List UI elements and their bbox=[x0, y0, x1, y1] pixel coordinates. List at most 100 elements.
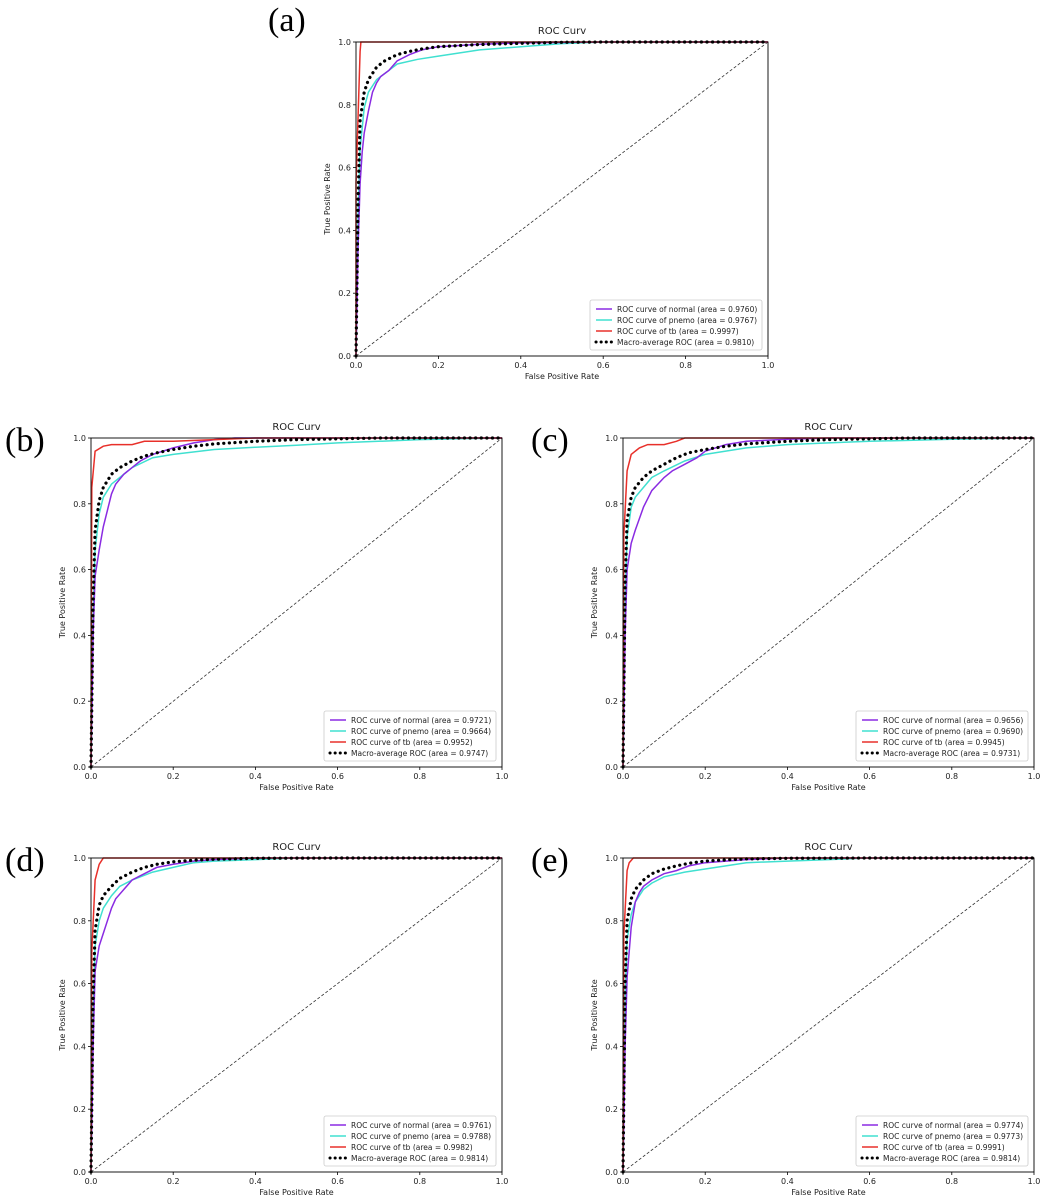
legend-entry: ROC curve of tb (area = 0.9997) bbox=[617, 327, 739, 336]
chance-diagonal bbox=[622, 437, 1035, 768]
panel-label: (d) bbox=[5, 842, 45, 879]
x-tick-label: 0.8 bbox=[679, 361, 692, 370]
x-tick-label: 0.0 bbox=[617, 1177, 630, 1186]
roc-chart: ROC Curv 0.0 0.2 0.4 0.6 0.8 1.0 0.0 0.2 0.4 0.6 0.… bbox=[590, 842, 1041, 1196]
panel-label: (e) bbox=[531, 842, 569, 879]
chart-title: ROC Curv bbox=[272, 422, 320, 433]
legend: ROC curve of normal (area = 0.9721) ROC c… bbox=[323, 710, 497, 762]
series-line-macro bbox=[89, 856, 504, 1174]
y-tick-label: 0.4 bbox=[605, 631, 618, 640]
panel-label: (c) bbox=[531, 422, 569, 459]
x-tick-label: 0.4 bbox=[781, 1177, 794, 1186]
legend-entry: ROC curve of normal (area = 0.9721) bbox=[351, 716, 491, 725]
x-tick-label: 0.8 bbox=[413, 1177, 426, 1186]
chance-diagonal bbox=[90, 857, 503, 1173]
legend-entry: ROC curve of pnemo (area = 0.9690) bbox=[883, 727, 1023, 736]
roc-chart: ROC Curv 0.0 0.2 0.4 0.6 0.8 1.0 0.0 0.2 0.4 0.6 0.… bbox=[323, 26, 775, 380]
y-tick-label: 0.6 bbox=[73, 980, 86, 989]
legend-box bbox=[323, 710, 497, 762]
legend-entry: ROC curve of tb (area = 0.9991) bbox=[883, 1143, 1005, 1152]
legend-entry: ROC curve of tb (area = 0.9952) bbox=[351, 738, 473, 747]
x-tick-label: 0.2 bbox=[699, 1177, 712, 1186]
y-tick-label: 0.8 bbox=[605, 500, 618, 509]
x-tick-label: 0.4 bbox=[514, 361, 527, 370]
plot-frame bbox=[622, 437, 1035, 768]
x-tick-label: 0.8 bbox=[945, 1177, 958, 1186]
chart-title: ROC Curv bbox=[804, 422, 852, 433]
y-tick-label: 0.4 bbox=[73, 631, 86, 640]
y-tick-label: 1.0 bbox=[605, 434, 618, 443]
x-tick-label: 0.6 bbox=[597, 361, 610, 370]
x-tick-label: 0.6 bbox=[863, 772, 876, 781]
y-tick-label: 0.8 bbox=[338, 101, 351, 110]
chance-diagonal bbox=[90, 437, 503, 768]
x-tick-label: 1.0 bbox=[1028, 1177, 1041, 1186]
panel-d: (d) ROC Curv 0.0 0.2 0.4 0.6 0.8 1.0 0.0 0.2 0.4 0… bbox=[0, 820, 526, 1196]
chance-diagonal bbox=[622, 857, 1035, 1173]
x-tick-label: 0.4 bbox=[249, 1177, 262, 1186]
y-tick-label: 0.2 bbox=[605, 1105, 618, 1114]
roc-chart: ROC Curv 0.0 0.2 0.4 0.6 0.8 1.0 0.0 0.2 0.4 0.6 0.… bbox=[58, 422, 509, 792]
y-tick-label: 0.6 bbox=[73, 566, 86, 575]
x-tick-label: 0.0 bbox=[617, 772, 630, 781]
legend-entry: Macro-average ROC (area = 0.9731) bbox=[883, 749, 1020, 758]
series-line-normal bbox=[622, 437, 1034, 768]
legend-entry: Macro-average ROC (area = 0.9814) bbox=[883, 1154, 1020, 1163]
y-tick-label: 0.2 bbox=[605, 697, 618, 706]
legend-box bbox=[855, 710, 1029, 762]
legend-box bbox=[589, 299, 763, 351]
plot-frame bbox=[90, 437, 503, 768]
legend-entry: ROC curve of normal (area = 0.9761) bbox=[351, 1121, 491, 1130]
x-axis-label: False Positive Rate bbox=[525, 372, 599, 380]
y-tick-label: 0.4 bbox=[605, 1042, 618, 1051]
series-line-normal bbox=[355, 41, 768, 357]
y-tick-label: 0.2 bbox=[73, 1105, 86, 1114]
legend-entry: ROC curve of normal (area = 0.9760) bbox=[617, 305, 757, 314]
chart-title: ROC Curv bbox=[538, 26, 586, 37]
chance-diagonal bbox=[355, 41, 769, 357]
x-tick-label: 0.8 bbox=[413, 772, 426, 781]
x-tick-label: 1.0 bbox=[762, 361, 775, 370]
y-tick-label: 0.6 bbox=[605, 980, 618, 989]
legend: ROC curve of normal (area = 0.9656) ROC c… bbox=[855, 710, 1029, 762]
chart-title: ROC Curv bbox=[272, 842, 320, 853]
series-line-macro bbox=[621, 436, 1036, 769]
roc-chart: ROC Curv 0.0 0.2 0.4 0.6 0.8 1.0 0.0 0.2 0.4 0.6 0.… bbox=[58, 842, 509, 1196]
x-tick-label: 0.0 bbox=[85, 772, 98, 781]
plot-frame bbox=[90, 857, 503, 1173]
series-line-pnemo bbox=[622, 437, 1035, 768]
y-tick-label: 0.8 bbox=[73, 500, 86, 509]
y-axis-label: True Positive Rate bbox=[323, 163, 332, 235]
legend-entry: ROC curve of tb (area = 0.9945) bbox=[883, 738, 1005, 747]
plot-frame bbox=[355, 41, 769, 357]
series-line-pnemo bbox=[90, 437, 503, 768]
legend-entry: ROC curve of normal (area = 0.9656) bbox=[883, 716, 1023, 725]
x-axis-label: False Positive Rate bbox=[791, 1188, 865, 1196]
y-tick-label: 0.8 bbox=[73, 917, 86, 926]
roc-chart: ROC Curv 0.0 0.2 0.4 0.6 0.8 1.0 0.0 0.2 0.4 0.6 0.… bbox=[590, 422, 1041, 792]
legend-entry: Macro-average ROC (area = 0.9747) bbox=[351, 749, 488, 758]
y-tick-label: 0.0 bbox=[605, 763, 618, 772]
y-tick-label: 0.0 bbox=[605, 1168, 618, 1177]
x-tick-label: 1.0 bbox=[496, 772, 509, 781]
series-line-macro bbox=[89, 436, 504, 769]
series-line-macro bbox=[621, 856, 1036, 1174]
y-tick-label: 0.0 bbox=[73, 1168, 86, 1177]
x-tick-label: 0.8 bbox=[945, 772, 958, 781]
x-tick-label: 0.4 bbox=[781, 772, 794, 781]
x-tick-label: 0.2 bbox=[167, 1177, 180, 1186]
x-tick-label: 1.0 bbox=[496, 1177, 509, 1186]
y-tick-label: 0.0 bbox=[73, 763, 86, 772]
x-tick-label: 1.0 bbox=[1028, 772, 1041, 781]
legend: ROC curve of normal (area = 0.9760) ROC c… bbox=[589, 299, 763, 351]
panel-label: (b) bbox=[5, 422, 45, 459]
y-tick-label: 0.4 bbox=[338, 226, 351, 235]
y-axis-label: True Positive Rate bbox=[590, 979, 599, 1051]
x-axis-label: False Positive Rate bbox=[791, 783, 865, 792]
legend: ROC curve of normal (area = 0.9774) ROC c… bbox=[855, 1115, 1029, 1167]
legend-entry: Macro-average ROC (area = 0.9810) bbox=[617, 338, 754, 347]
y-tick-label: 1.0 bbox=[338, 38, 351, 47]
legend: ROC curve of normal (area = 0.9761) ROC c… bbox=[323, 1115, 497, 1167]
x-axis-label: False Positive Rate bbox=[259, 1188, 333, 1196]
y-axis-label: True Positive Rate bbox=[590, 567, 599, 639]
